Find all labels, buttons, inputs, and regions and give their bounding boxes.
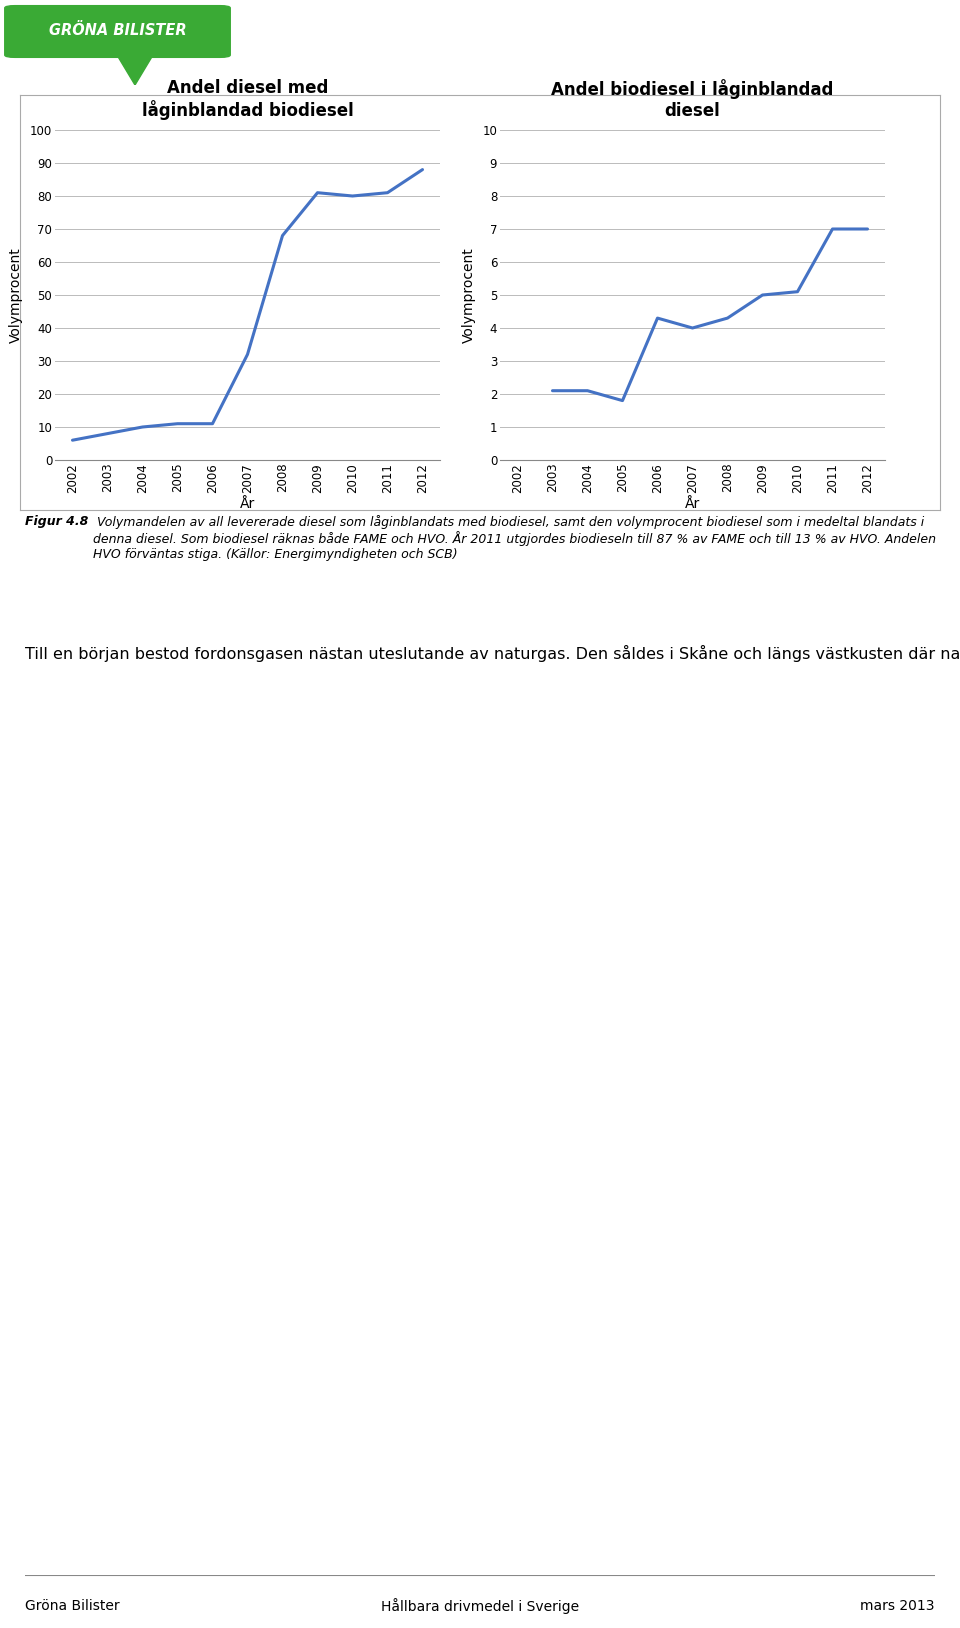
Title: Andel diesel med
låginblandad biodiesel: Andel diesel med låginblandad biodiesel <box>142 78 353 120</box>
Text: Figur 4.8: Figur 4.8 <box>25 514 88 527</box>
Text: Till en början bestod fordonsgasen nästan uteslutande av naturgas. Den såldes i : Till en början bestod fordonsgasen nästa… <box>25 645 960 663</box>
X-axis label: År: År <box>240 497 255 511</box>
Title: Andel biodiesel i låginblandad
diesel: Andel biodiesel i låginblandad diesel <box>551 80 833 120</box>
Y-axis label: Volymprocent: Volymprocent <box>9 247 23 344</box>
Text: Volymandelen av all levererade diesel som låginblandats med biodiesel, samt den : Volymandelen av all levererade diesel so… <box>93 514 936 562</box>
X-axis label: År: År <box>684 497 700 511</box>
Y-axis label: Volymprocent: Volymprocent <box>462 247 475 344</box>
Polygon shape <box>117 55 153 85</box>
Text: mars 2013: mars 2013 <box>860 1599 935 1613</box>
Text: GRÖNA BILISTER: GRÖNA BILISTER <box>49 23 186 37</box>
Text: Gröna Bilister: Gröna Bilister <box>25 1599 120 1613</box>
Text: Hållbara drivmedel i Sverige: Hållbara drivmedel i Sverige <box>381 1599 579 1615</box>
FancyBboxPatch shape <box>5 5 230 57</box>
